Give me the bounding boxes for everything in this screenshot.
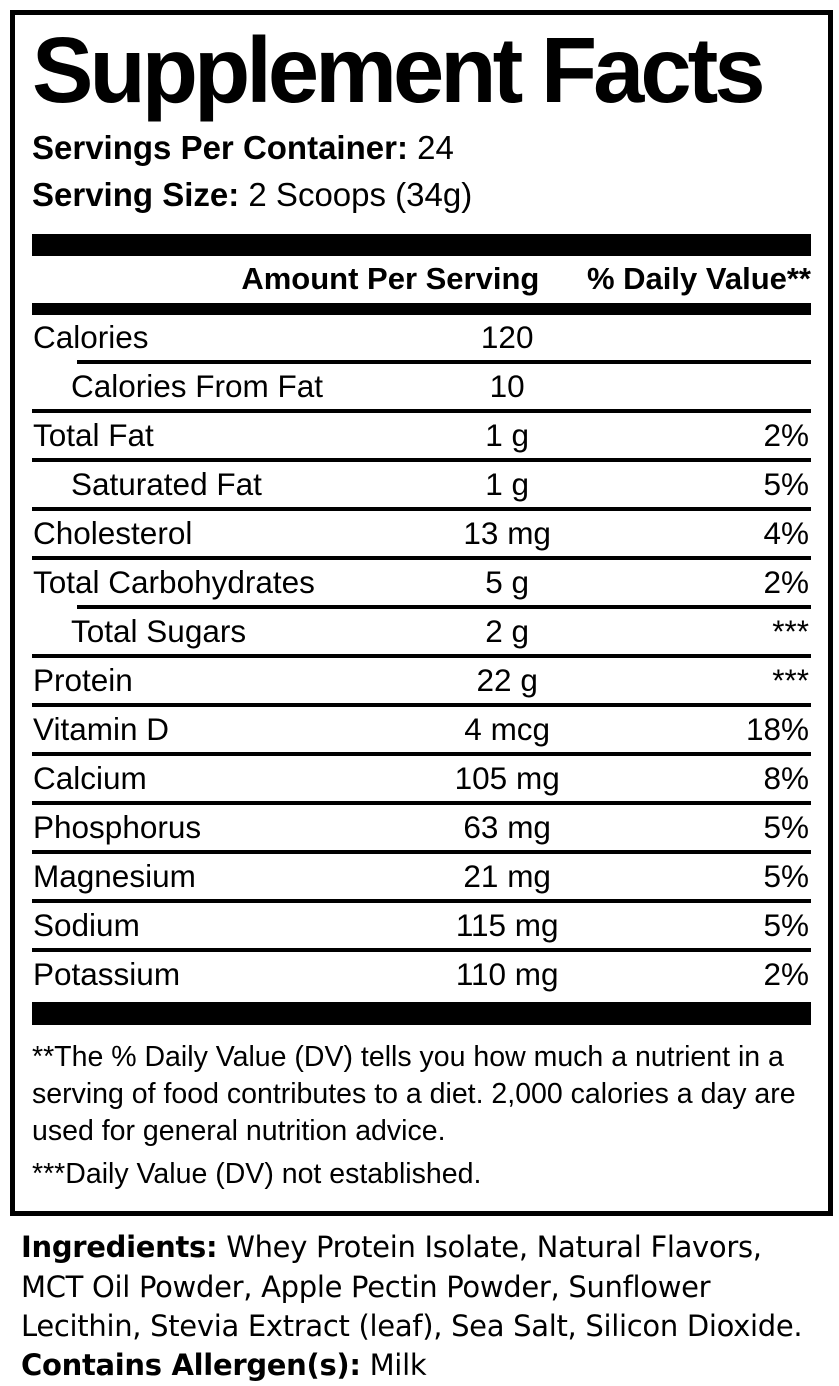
table-row: Saturated Fat 1 g 5% — [32, 462, 811, 507]
ingredients-label: Ingredients: — [21, 1230, 218, 1265]
table-row: Cholesterol 13 mg 4% — [32, 511, 811, 556]
row-divider — [32, 898, 811, 903]
row-divider — [32, 653, 811, 658]
nutrient-amount: 110 mg — [455, 955, 559, 992]
nutrient-amount: 105 mg — [454, 759, 560, 796]
table-row: Protein 22 g *** — [32, 658, 811, 703]
nutrient-name: Total Sugars — [71, 612, 247, 649]
nutrient-table: Calories 120 Calories From Fat 10 Total Fat 1… — [32, 315, 811, 997]
row-divider — [32, 751, 811, 756]
table-row: Total Fat 1 g 2% — [32, 413, 811, 458]
row-divider — [77, 604, 811, 609]
nutrient-daily-value: 5% — [763, 906, 809, 943]
nutrient-daily-value: 4% — [763, 514, 809, 551]
bottom-separator-bar — [32, 1001, 811, 1025]
nutrient-amount: 1 g — [485, 465, 530, 502]
row-divider — [32, 800, 811, 805]
allergen-value: Milk — [360, 1348, 427, 1383]
table-row: Total Sugars 2 g *** — [32, 609, 811, 654]
nutrient-daily-value: 5% — [763, 857, 809, 894]
nutrient-name: Vitamin D — [33, 710, 169, 747]
allergen-label: Contains Allergen(s): — [21, 1348, 361, 1383]
nutrient-amount: 10 — [489, 367, 525, 404]
nutrient-daily-value: 2% — [763, 416, 809, 453]
serving-size-value: 2 Scoops (34g) — [248, 176, 473, 214]
panel-title: Supplement Facts — [32, 18, 766, 122]
servings-per-container-line: Servings Per Container: 24 — [32, 124, 811, 172]
table-column-header: Amount Per Serving % Daily Value** — [32, 256, 811, 303]
table-row: Potassium 110 mg 2% — [32, 952, 811, 997]
nutrient-daily-value: 2% — [763, 955, 809, 992]
row-divider — [32, 702, 811, 707]
daily-value-footnote: **The % Daily Value (DV) tells you how m… — [32, 1040, 796, 1147]
amount-per-serving-header: Amount Per Serving — [241, 260, 540, 296]
table-row: Total Carbohydrates 5 g 2% — [32, 560, 811, 605]
ingredients-line: Ingredients: Whey Protein Isolate, Natur… — [21, 1228, 829, 1346]
serving-size-label: Serving Size: — [32, 176, 240, 214]
row-divider — [32, 506, 811, 511]
servings-per-container-label: Servings Per Container: — [32, 128, 408, 166]
row-divider — [32, 555, 811, 560]
top-separator-bar — [32, 233, 811, 256]
nutrient-amount: 21 mg — [463, 857, 551, 894]
table-row: Calories From Fat 10 — [32, 364, 811, 409]
nutrient-amount: 4 mcg — [464, 710, 551, 747]
table-row: Sodium 115 mg 5% — [32, 903, 811, 948]
row-divider — [32, 408, 811, 413]
nutrient-amount: 22 g — [476, 661, 538, 698]
nutrient-name: Saturated Fat — [71, 465, 262, 502]
nutrient-name: Magnesium — [33, 857, 196, 894]
nutrient-name: Potassium — [33, 955, 181, 992]
nutrient-name: Protein — [33, 661, 133, 698]
table-row: Phosphorus 63 mg 5% — [32, 805, 811, 850]
nutrient-name: Total Carbohydrates — [33, 563, 315, 600]
nutrient-amount: 1 g — [485, 416, 530, 453]
nutrient-daily-value: 5% — [763, 808, 809, 845]
row-divider — [32, 849, 811, 854]
nutrient-name: Calories — [33, 318, 149, 355]
nutrient-amount: 5 g — [485, 563, 530, 600]
footnotes: **The % Daily Value (DV) tells you how m… — [32, 1039, 811, 1193]
table-row: Vitamin D 4 mcg 18% — [32, 707, 811, 752]
nutrient-amount: 2 g — [485, 612, 530, 649]
nutrient-name: Cholesterol — [33, 514, 193, 551]
servings-per-container-value: 24 — [417, 128, 454, 166]
allergen-line: Contains Allergen(s): Milk — [21, 1346, 829, 1385]
ingredients-section: Ingredients: Whey Protein Isolate, Natur… — [21, 1228, 829, 1386]
nutrient-name: Sodium — [33, 906, 140, 943]
serving-size-line: Serving Size: 2 Scoops (34g) — [32, 171, 811, 219]
nutrient-amount: 13 mg — [463, 514, 551, 551]
nutrient-daily-value: 2% — [763, 563, 809, 600]
row-divider — [77, 359, 811, 364]
table-row: Calcium 105 mg 8% — [32, 756, 811, 801]
nutrient-name: Total Fat — [33, 416, 154, 453]
nutrient-daily-value: 18% — [745, 710, 809, 747]
nutrient-amount: 63 mg — [463, 808, 551, 845]
not-established-footnote: ***Daily Value (DV) not established. — [32, 1158, 482, 1191]
nutrient-daily-value: *** — [772, 612, 809, 649]
nutrient-daily-value: 8% — [763, 759, 809, 796]
table-row: Magnesium 21 mg 5% — [32, 854, 811, 899]
nutrient-name: Calories From Fat — [71, 367, 324, 404]
daily-value-header: % Daily Value** — [586, 260, 811, 296]
nutrient-name: Calcium — [33, 759, 147, 796]
table-row: Calories 120 — [32, 315, 811, 360]
nutrient-daily-value: 5% — [763, 465, 809, 502]
nutrient-name: Phosphorus — [33, 808, 202, 845]
row-divider — [32, 457, 811, 462]
nutrient-daily-value: *** — [772, 661, 809, 698]
supplement-facts-panel: Supplement Facts Servings Per Container:… — [10, 10, 833, 1217]
nutrient-amount: 120 — [480, 318, 534, 355]
header-separator-bar — [32, 302, 811, 315]
row-divider — [32, 947, 811, 952]
nutrient-amount: 115 mg — [455, 906, 559, 943]
